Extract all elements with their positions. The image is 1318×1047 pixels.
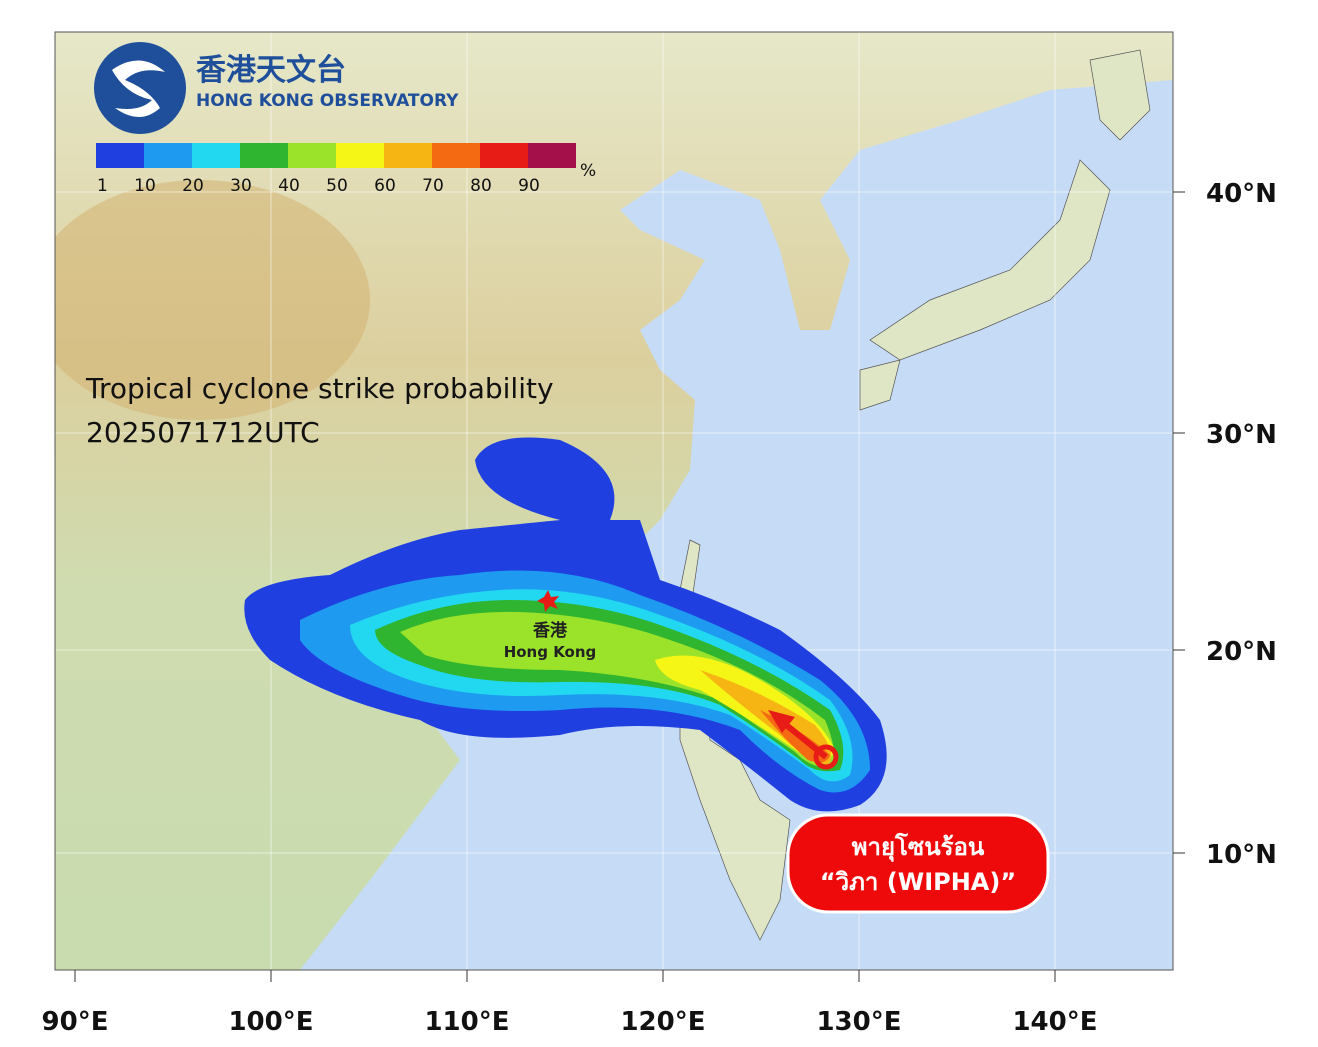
axes: 40°N 30°N 20°N 10°N 90°E 100°E 110°E 120°E 130°E… xyxy=(42,179,1277,1037)
color-legend: 1 10 20 30 40 50 60 70 80 90% xyxy=(96,143,596,196)
legend-swatch xyxy=(384,143,432,168)
lon-label: 110°E xyxy=(424,1007,509,1037)
map xyxy=(55,32,1173,970)
graticule xyxy=(55,32,1173,970)
place-english: Hong Kong xyxy=(504,643,597,661)
japan xyxy=(859,49,1151,411)
lat-label: 40°N xyxy=(1206,179,1277,209)
legend-swatch xyxy=(240,143,288,168)
legend-swatch xyxy=(528,143,576,168)
lon-label: 120°E xyxy=(620,1007,705,1037)
badge-line1: พายุโซนร้อน xyxy=(852,832,985,863)
storm-center xyxy=(813,744,839,770)
lat-label: 20°N xyxy=(1206,637,1277,667)
legend-label: 50 xyxy=(326,176,348,196)
lon-label: 90°E xyxy=(42,1007,109,1037)
legend-label: 30 xyxy=(230,176,252,196)
lon-label: 130°E xyxy=(816,1007,901,1037)
logo: 香港天文台 HONG KONG OBSERVATORY xyxy=(94,42,459,134)
legend-swatch xyxy=(144,143,192,168)
legend-swatch xyxy=(480,143,528,168)
legend-label: 80 xyxy=(470,176,492,196)
legend-label: 90 xyxy=(518,176,540,196)
legend-swatch xyxy=(192,143,240,168)
logo-swirl xyxy=(112,60,165,117)
place-chinese: 香港 xyxy=(533,620,568,641)
lat-label: 10°N xyxy=(1206,840,1277,870)
badge: พายุโซนร้อน “วิภา (WIPHA)” xyxy=(786,813,1050,914)
legend-swatch xyxy=(432,143,480,168)
legend-label: 70 xyxy=(422,176,444,196)
hong-kong-marker xyxy=(537,590,559,612)
badge-line2: “วิภา (WIPHA)” xyxy=(820,868,1016,896)
plateau xyxy=(55,180,370,420)
legend-unit: % xyxy=(580,161,596,181)
arrow-head xyxy=(768,710,795,733)
legend-label: 1 xyxy=(97,176,108,196)
legend-label: 40 xyxy=(278,176,300,196)
legend-swatch xyxy=(96,143,144,168)
title-line2: 2025071712UTC xyxy=(86,416,320,449)
legend-label: 10 xyxy=(134,176,156,196)
lon-label: 100°E xyxy=(228,1007,313,1037)
legend-swatch xyxy=(288,143,336,168)
logo-chinese: 香港天文台 xyxy=(196,53,346,88)
legend-swatch xyxy=(336,143,384,168)
badge-box xyxy=(786,813,1050,914)
legend-label: 60 xyxy=(374,176,396,196)
logo-english: HONG KONG OBSERVATORY xyxy=(196,91,459,111)
lon-label: 140°E xyxy=(1012,1007,1097,1037)
map-frame xyxy=(54,31,1174,971)
lat-label: 30°N xyxy=(1206,420,1277,450)
legend-label: 20 xyxy=(182,176,204,196)
title-line1: Tropical cyclone strike probability xyxy=(85,372,554,405)
probability-swath xyxy=(244,437,887,812)
